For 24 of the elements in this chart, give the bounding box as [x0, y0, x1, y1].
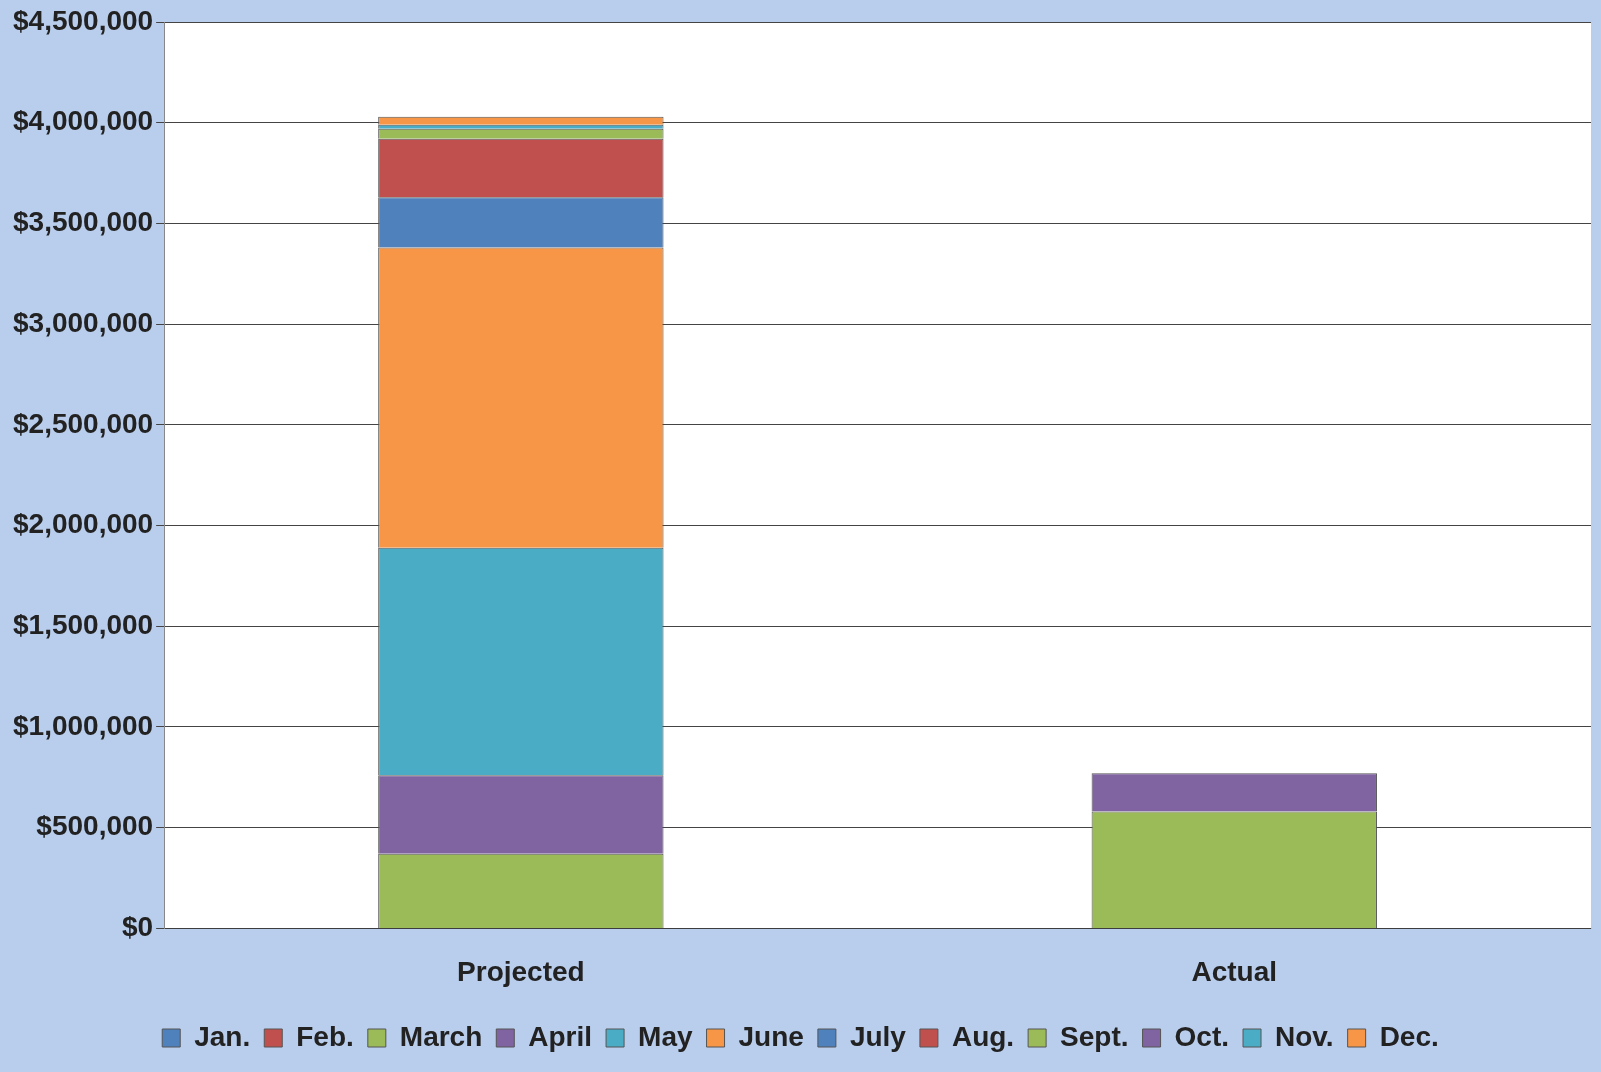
- y-tick-label: $2,500,000: [13, 407, 154, 439]
- y-tick-label: $4,000,000: [13, 105, 154, 137]
- legend-label: March: [399, 1020, 483, 1052]
- legend-label: May: [638, 1020, 693, 1052]
- y-tick-label: $0: [121, 911, 154, 943]
- legend-label: Nov.: [1275, 1020, 1334, 1052]
- y-tick-label: $2,000,000: [13, 508, 154, 540]
- legend-label: April: [528, 1020, 593, 1052]
- legend-label: June: [738, 1020, 804, 1052]
- legend-label: Dec.: [1379, 1020, 1439, 1052]
- y-tick-label: $500,000: [36, 810, 154, 842]
- legend-label: Feb.: [296, 1020, 354, 1052]
- x-tick-label: Actual: [1191, 955, 1278, 987]
- legend-label: Jan.: [194, 1020, 251, 1052]
- y-tick-label: $4,500,000: [13, 4, 154, 36]
- y-tick-label: $1,000,000: [13, 709, 154, 741]
- legend-label: Sept.: [1060, 1020, 1129, 1052]
- y-tick-label: $3,000,000: [13, 306, 154, 338]
- legend-label: Aug.: [951, 1020, 1015, 1052]
- y-tick-label: $1,500,000: [13, 608, 154, 640]
- x-tick-label: Projected: [457, 955, 585, 987]
- y-tick-label: $3,500,000: [13, 206, 154, 238]
- legend-label: Oct.: [1174, 1020, 1230, 1052]
- legend-label: July: [849, 1020, 907, 1052]
